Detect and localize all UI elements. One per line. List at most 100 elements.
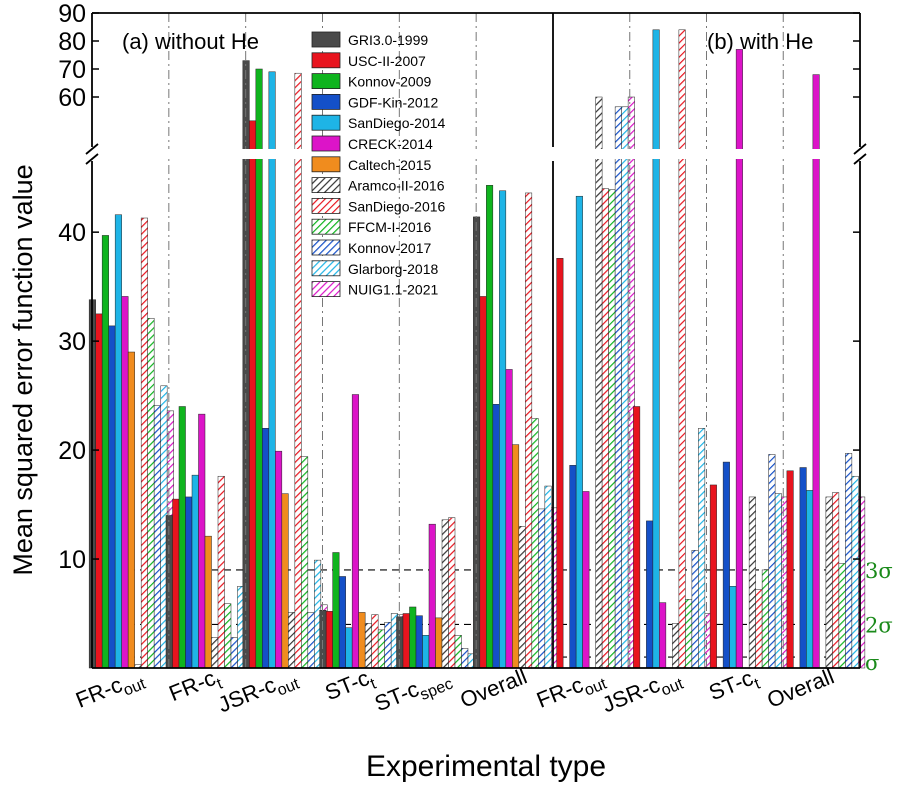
y-tick-label: 70 bbox=[58, 56, 86, 84]
bar-SanDiego-2014 bbox=[191, 474, 199, 669]
bar-CRECK-2014 bbox=[505, 369, 513, 669]
legend-entry: Konnov-2009 bbox=[348, 74, 432, 90]
bar-Konnov-2017 bbox=[614, 106, 622, 669]
category-tick-label: JSR-cout bbox=[214, 663, 302, 722]
bar-Konnov-2009 bbox=[486, 185, 494, 669]
y-tick-label: 20 bbox=[58, 437, 86, 465]
bar-Konnov-2017 bbox=[461, 648, 469, 669]
bar-GDF-Kin-2012 bbox=[569, 465, 577, 669]
bar-CRECK-2014 bbox=[428, 523, 436, 669]
bar-FFCM-I-2016 bbox=[531, 418, 539, 669]
axis-break-mark bbox=[853, 153, 867, 165]
bar-CRECK-2014 bbox=[582, 491, 590, 669]
axis-break-mark bbox=[85, 153, 99, 165]
bar-SanDiego-2014 bbox=[806, 490, 814, 669]
legend-entry: CRECK-2014 bbox=[348, 136, 433, 152]
panel-label: (a) without He bbox=[122, 29, 259, 54]
bar-GDF-Kin-2012 bbox=[646, 520, 654, 669]
bar-GDF-Kin-2012 bbox=[492, 404, 500, 669]
bar-Konnov-2017 bbox=[230, 637, 238, 669]
bar-SanDiego-2014 bbox=[499, 190, 507, 669]
bar-Aramco-II-2016 bbox=[672, 623, 680, 669]
bars bbox=[88, 29, 866, 669]
bar-SanDiego-2016 bbox=[140, 217, 148, 669]
bar-Konnov-2009 bbox=[409, 606, 417, 669]
bar-FFCM-I-2016 bbox=[838, 563, 846, 669]
bar-Konnov-2017 bbox=[845, 453, 853, 669]
bar-SanDiego-2016 bbox=[755, 589, 763, 669]
legend-swatch bbox=[311, 73, 341, 89]
bar-Konnov-2017 bbox=[307, 612, 315, 669]
category-tick-label: FR-ct bbox=[165, 663, 225, 711]
category-tick-label: ST-ct bbox=[705, 663, 763, 710]
bar-FFCM-I-2016 bbox=[377, 629, 385, 669]
bar-CRECK-2014 bbox=[735, 49, 743, 669]
bar-Konnov-2017 bbox=[691, 550, 699, 669]
bar-Aramco-II-2016 bbox=[518, 526, 526, 669]
bar-GDF-Kin-2012 bbox=[799, 467, 807, 669]
bar-Aramco-II-2016 bbox=[748, 496, 756, 669]
bar-Glarborg-2018 bbox=[621, 106, 629, 669]
bar-Glarborg-2018 bbox=[698, 428, 706, 669]
legend-entry: GDF-Kin-2012 bbox=[348, 94, 438, 110]
bar-Konnov-2017 bbox=[153, 405, 161, 669]
bar-Aramco-II-2016 bbox=[595, 96, 603, 669]
legend-swatch bbox=[311, 94, 341, 110]
legend-entry: Caltech-2015 bbox=[348, 157, 431, 173]
bar-CRECK-2014 bbox=[659, 602, 667, 669]
bar-Konnov-2017 bbox=[384, 621, 392, 669]
legend-entry: Aramco-II-2016 bbox=[348, 178, 445, 194]
sigma-label: 2σ bbox=[865, 613, 893, 637]
bar-FFCM-I-2016 bbox=[224, 603, 232, 669]
bar-Caltech-2015 bbox=[127, 351, 135, 669]
bar-SanDiego-2016 bbox=[217, 475, 225, 669]
y-axis-label: Mean squared error function value bbox=[8, 164, 38, 575]
bar-USC-II-2007 bbox=[633, 406, 641, 669]
bar-GDF-Kin-2012 bbox=[722, 461, 730, 669]
bar-SanDiego-2016 bbox=[832, 492, 840, 669]
bar-FFCM-I-2016 bbox=[685, 599, 693, 669]
bar-NUIG1.1-2021 bbox=[858, 496, 866, 669]
y-tick-label: 40 bbox=[58, 219, 86, 247]
bar-USC-II-2007 bbox=[249, 120, 257, 669]
category-tick-label: Overall bbox=[456, 663, 530, 712]
bar-SanDiego-2016 bbox=[371, 614, 379, 669]
bar-USC-II-2007 bbox=[325, 611, 333, 669]
category-tick-label: Overall bbox=[764, 663, 838, 712]
bar-USC-II-2007 bbox=[556, 258, 564, 669]
legend-entry: Konnov-2017 bbox=[348, 240, 432, 256]
legend-entry: SanDiego-2016 bbox=[348, 198, 446, 214]
y-tick-label: 10 bbox=[58, 546, 86, 574]
bar-SanDiego-2016 bbox=[448, 517, 456, 669]
axis-break-gap bbox=[90, 149, 862, 159]
bar-SanDiego-2014 bbox=[268, 71, 276, 669]
sigma-label: σ bbox=[865, 651, 879, 675]
bar-Aramco-II-2016 bbox=[441, 519, 449, 669]
legend: GRI3.0-1999 USC-II-2007 Konnov-2009 GDF-Kin… bbox=[311, 31, 446, 298]
bar-Glarborg-2018 bbox=[544, 485, 552, 669]
legend-swatch bbox=[311, 197, 341, 214]
category-tick-label: FR-cout bbox=[533, 663, 610, 717]
x-axis-label: Experimental type bbox=[366, 750, 606, 783]
legend-swatch bbox=[311, 52, 341, 69]
bar-USC-II-2007 bbox=[479, 296, 487, 669]
bar-SanDiego-2016 bbox=[601, 188, 609, 669]
bar-USC-II-2007 bbox=[172, 498, 180, 669]
legend-swatch bbox=[311, 239, 341, 256]
bar-Aramco-II-2016 bbox=[364, 623, 372, 669]
category-tick-label: FR-cout bbox=[72, 663, 149, 717]
bar-FFCM-I-2016 bbox=[147, 317, 155, 669]
legend-entry: Glarborg-2018 bbox=[348, 261, 438, 277]
bar-Glarborg-2018 bbox=[851, 475, 859, 669]
category-tick-label: ST-cspec bbox=[371, 663, 456, 720]
bar-FFCM-I-2016 bbox=[608, 189, 616, 669]
legend-entry: SanDiego-2014 bbox=[348, 115, 446, 131]
bar-USC-II-2007 bbox=[709, 484, 717, 669]
bar-GDF-Kin-2012 bbox=[262, 428, 270, 669]
legend-swatch bbox=[311, 281, 341, 298]
bar-SanDiego-2016 bbox=[525, 192, 533, 669]
bar-SanDiego-2014 bbox=[345, 627, 353, 669]
bar-Caltech-2015 bbox=[358, 612, 366, 669]
